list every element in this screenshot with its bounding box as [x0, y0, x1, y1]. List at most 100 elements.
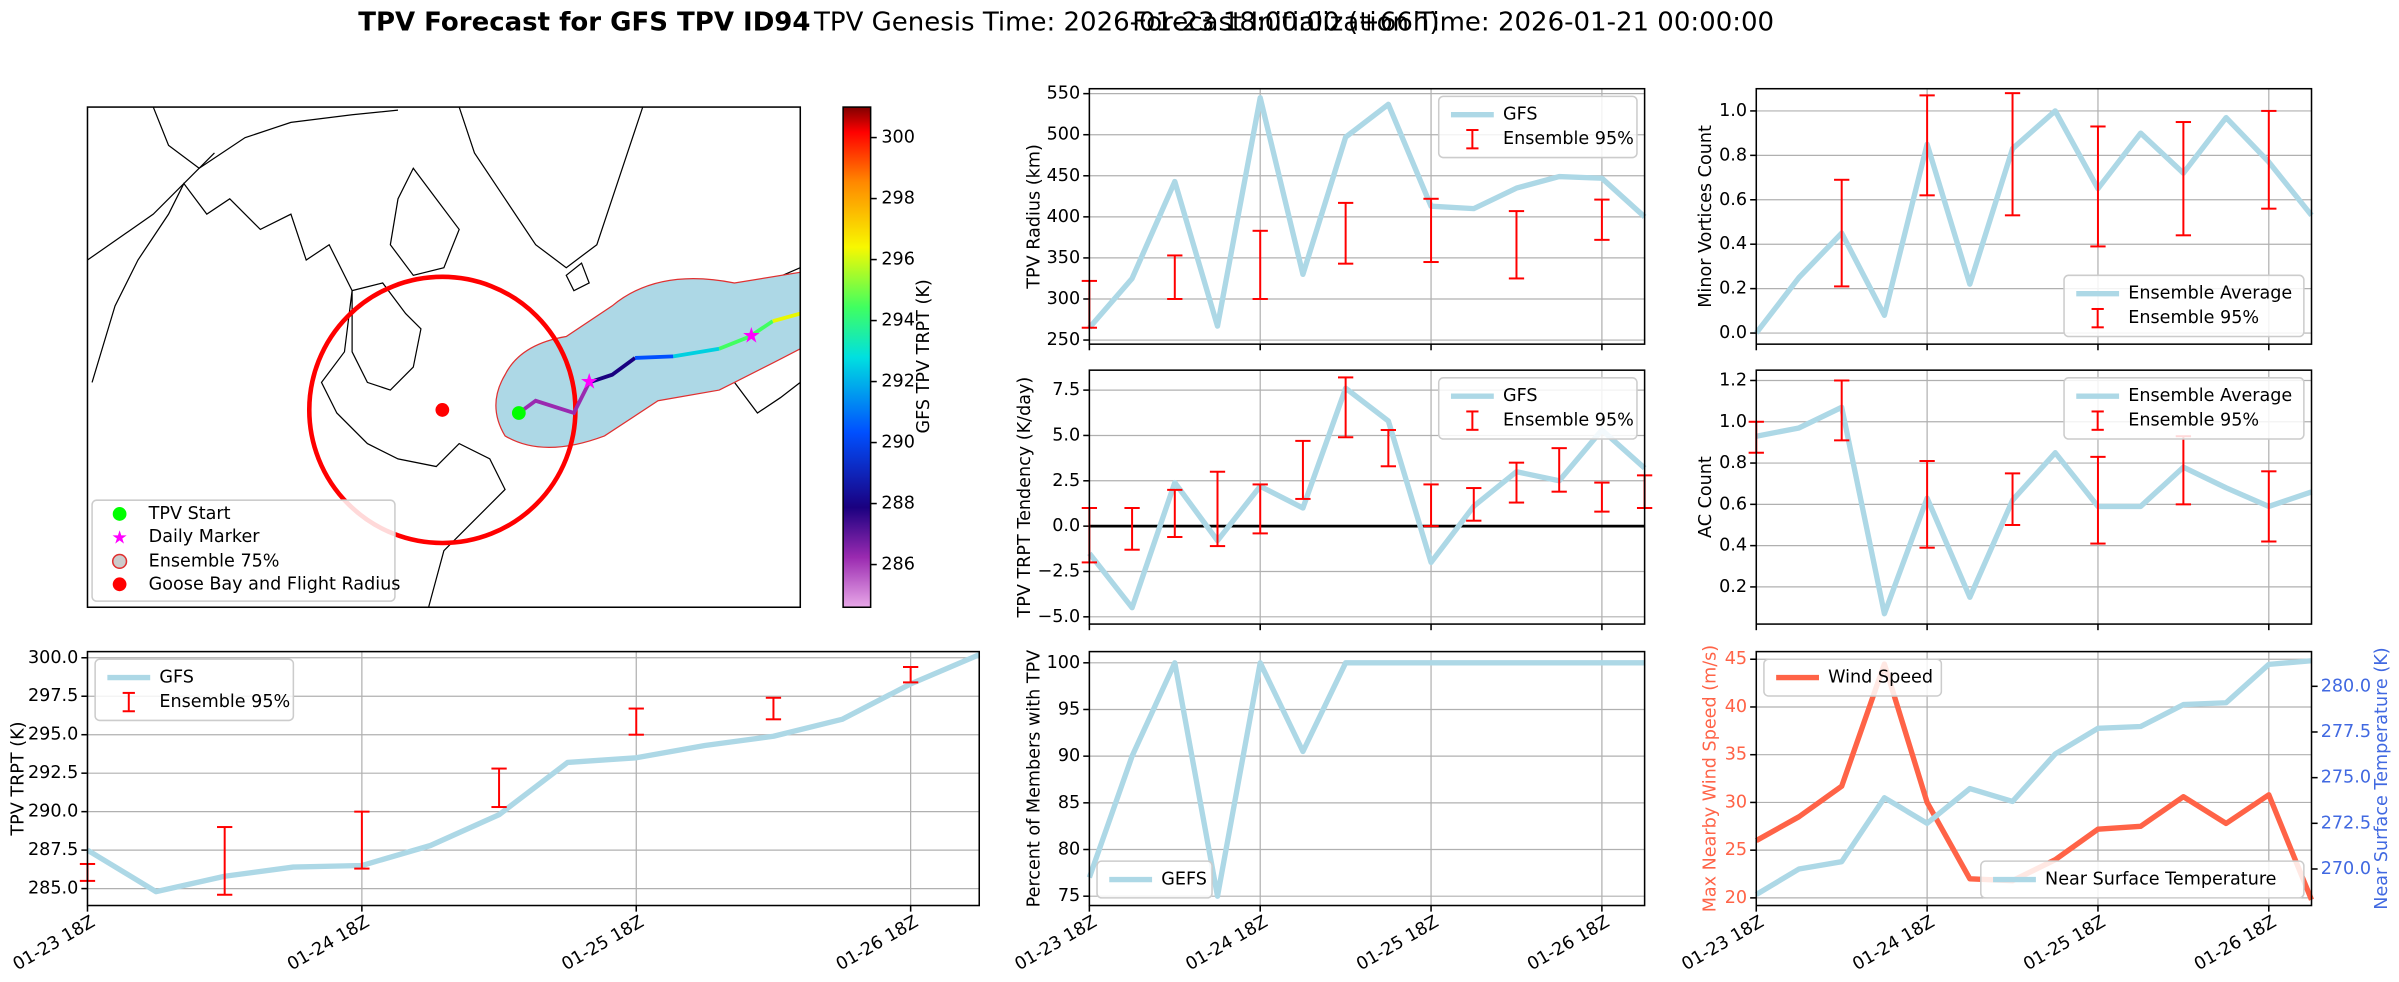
series-line	[86, 652, 981, 895]
panel: 250 300 350 400 450 500 550 GFS Ensemble 95% TPV …	[1024, 84, 1647, 351]
plot-border	[1755, 369, 2313, 625]
y2-tick-label: 277.5	[2321, 722, 2371, 742]
y-tick-label: 285.0	[28, 879, 78, 899]
y2-tick-label: 280.0	[2321, 676, 2371, 696]
legend-label: GEFS	[1161, 870, 1207, 890]
error-bar	[1124, 507, 1140, 551]
error-bar	[1919, 459, 1935, 549]
legend	[2063, 274, 2305, 338]
map: ★ ★ ★ TPV Start Daily Marker Ensemble 75…	[86, 106, 934, 609]
y-axis-label: TPV TRPT (K)	[9, 722, 29, 837]
legend-label: Ensemble 95%	[159, 692, 290, 712]
error-bar	[1252, 483, 1268, 535]
y-tick-label: 0.6	[1719, 190, 1747, 210]
series-line	[1087, 385, 1647, 611]
plot-border	[86, 650, 981, 907]
error-bar	[765, 696, 782, 721]
plot-border	[1755, 650, 2313, 907]
legend-label: Ensemble 95%	[1503, 129, 1634, 149]
y-tick-label: 45	[1725, 649, 1747, 669]
legend	[1980, 860, 2305, 899]
y-axis-label: Percent of Members with TPV	[1024, 650, 1044, 908]
x-tick-label: 01-24 18Z	[284, 912, 373, 975]
y-tick-label: 0.4	[1719, 234, 1747, 254]
y-tick-label: 0.2	[1719, 577, 1747, 597]
x-tick-label: 01-25 18Z	[2020, 912, 2109, 975]
y-axis-label: Minor Vortices Count	[1696, 125, 1716, 308]
coastline	[458, 107, 644, 269]
error-bar	[1423, 483, 1439, 528]
y-tick-label: 80	[1058, 840, 1080, 860]
plot-border	[1088, 369, 1646, 625]
error-bar	[1594, 198, 1610, 241]
legend-marker	[111, 553, 128, 570]
colorbar-tick-label: 288	[881, 494, 915, 514]
y-axis-label: TPV Radius (km)	[1024, 144, 1044, 289]
plot-border	[1088, 650, 1646, 907]
y-axis-label: TPV TRPT Tendency (K/day)	[1015, 377, 1035, 619]
legend	[1437, 95, 1638, 159]
series-line	[1087, 95, 1647, 330]
y-tick-label: 350	[1047, 248, 1081, 268]
legend-label: Ensemble 75%	[149, 551, 280, 571]
error-bar	[628, 707, 644, 736]
panel: 285.0 287.5 290.0 292.5 295.0 297.5 300.0 01-23…	[9, 648, 981, 975]
y-tick-label: 90	[1058, 746, 1080, 766]
y-tick-label: 500	[1047, 125, 1081, 145]
track	[718, 319, 774, 351]
y-tick-label: 95	[1058, 699, 1080, 719]
legend-marker	[112, 507, 127, 521]
error-bar	[1167, 488, 1183, 539]
legend-label: Daily Marker	[149, 527, 261, 547]
error-bar	[1834, 178, 1850, 288]
error-bar	[2261, 470, 2277, 543]
plot-border	[1755, 87, 2313, 345]
series-line	[1086, 660, 1645, 899]
error-bar	[1466, 487, 1482, 522]
series-line	[1754, 658, 2312, 897]
colorbar-tick-label: 296	[881, 250, 915, 270]
border	[87, 152, 215, 261]
x-tick-label: 01-24 18Z	[1182, 912, 1271, 975]
legend-label: Ensemble 95%	[1503, 411, 1634, 431]
legend-marker: ★	[111, 527, 127, 548]
legend-label: TPV Start	[148, 504, 231, 524]
y-tick-label: −5.0	[1038, 607, 1081, 627]
colorbar-tick-label: 300	[881, 128, 915, 148]
map-legend	[91, 499, 396, 602]
error-bar	[2004, 472, 2021, 526]
y-tick-label: 75	[1058, 886, 1080, 906]
y-tick-label: 1.2	[1719, 370, 1747, 390]
y-tick-label: 250	[1047, 330, 1081, 350]
error-bar	[2261, 109, 2277, 210]
error-bar	[1380, 429, 1396, 468]
y-axis-label: AC Count	[1696, 456, 1716, 538]
panel: −5.0 −2.5 0.0 2.5 5.0 7.5 GFS Ensemble 95% TPV T…	[1015, 369, 1653, 631]
y-tick-label: 20	[1725, 888, 1747, 908]
y-tick-label: 295.0	[28, 725, 78, 745]
track	[673, 346, 720, 359]
title-main: TPV Forecast for GFS TPV ID94	[358, 7, 810, 37]
series-line	[1755, 404, 2313, 617]
map-content: ★ ★	[87, 107, 801, 608]
legend-label: Ensemble Average	[2128, 284, 2292, 304]
title-init: Forecast Initialization Time: 2026-01-21…	[1132, 7, 1774, 37]
coastline	[91, 182, 506, 608]
track	[772, 311, 801, 324]
error-bar	[1594, 481, 1610, 513]
x-tick-label: 01-26 18Z	[833, 912, 922, 975]
y-tick-label: 450	[1047, 166, 1081, 186]
error-bar	[1167, 254, 1183, 300]
panel: 20 25 30 35 40 45 270.0 272.5 275.0 277.5 280.0 01-…	[1679, 645, 2392, 975]
y-tick-label: 1.0	[1719, 101, 1747, 121]
y-tick-label: 0.8	[1719, 145, 1747, 165]
y-tick-label: 0.4	[1719, 536, 1747, 556]
y2-tick-label: 270.0	[2321, 859, 2371, 879]
track	[588, 356, 637, 385]
error-bar	[2175, 121, 2192, 237]
x-tick-label: 01-24 18Z	[1849, 912, 1938, 975]
error-bar	[1423, 197, 1439, 264]
error-bar	[2090, 455, 2106, 545]
y-tick-label: 0.0	[1052, 516, 1080, 536]
